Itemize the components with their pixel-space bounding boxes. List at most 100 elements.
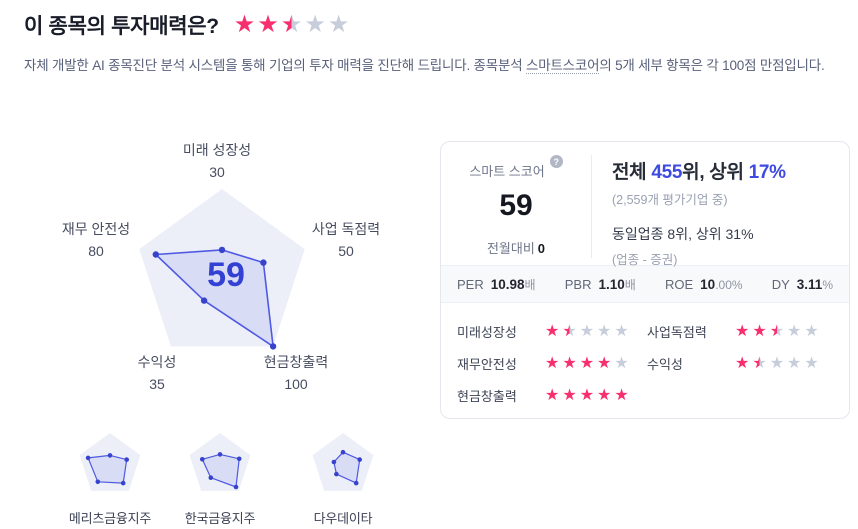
star-icon: ★ [614, 386, 629, 404]
peer-preview-korea-investment[interactable]: 한국금융지주 [165, 432, 275, 527]
metric-pbr: PBR 1.10배 [565, 276, 636, 293]
star-rating: ★ ★ ★ ★ ★ [545, 387, 632, 405]
star-icon: ★ [752, 354, 767, 372]
metric-suffix: % [822, 277, 833, 292]
overall-rank-line: 전체 455위, 상위 17% [612, 157, 849, 184]
axis-label: 미래 성장성 [182, 142, 252, 158]
star-icon: ★ [735, 354, 750, 372]
metric-suffix: 배 [524, 277, 536, 292]
metric-label: PER [457, 276, 484, 292]
metric-suffix: 배 [624, 277, 636, 292]
radar-axis-business-monopoly: 사업 독점력 50 [312, 218, 380, 262]
peer-name[interactable]: 다우데이타 [313, 511, 373, 526]
metric-value: 10 [700, 276, 716, 292]
rank-prefix: 전체 [612, 162, 652, 183]
star-icon: ★ [597, 386, 612, 404]
rating-financial-safety: 재무안전성 ★ ★ ★ ★ ★ [457, 354, 647, 373]
smartscore-term-tooltip[interactable]: 스마트스코어 [526, 58, 600, 74]
peer-preview-meritz[interactable]: 메리츠금융지주 [55, 432, 165, 527]
star-icon: ★ [327, 11, 350, 38]
star-icon: ★ [752, 322, 767, 340]
star-rating: ★ ★ ★ ★ ★ [545, 355, 632, 373]
star-icon: ★ [769, 322, 785, 340]
axis-value: 50 [338, 243, 354, 259]
mom-label: 전월대비 [486, 241, 535, 256]
overall-star-rating: ★★★★★ [234, 13, 352, 37]
mom-value: 0 [537, 241, 546, 256]
star-icon: ★ [735, 322, 750, 340]
radar-axis-financial-safety: 재무 안전성 80 [62, 218, 130, 262]
star-icon: ★ [614, 354, 629, 372]
rating-label: 미래성장성 [457, 325, 517, 340]
peer-name[interactable]: 한국금융지주 [184, 511, 256, 526]
description-text: 자체 개발한 AI 종목진단 분석 시스템을 통해 기업의 투자 매력을 진단해… [24, 54, 825, 74]
page-title: 이 종목의 투자매력은? [24, 15, 219, 38]
axis-value: 100 [284, 376, 308, 392]
svg-text:59: 59 [207, 256, 245, 294]
star-icon: ★ [562, 322, 577, 340]
score-summary-section: 스마트 스코어 ? 59 전월대비 0 전체 455위, 상위 17% (2,55… [441, 142, 849, 267]
star-icon: ★ [579, 322, 595, 340]
peer-name[interactable]: 메리츠금융지주 [68, 511, 152, 526]
metric-roe: ROE 10.00% [665, 277, 743, 292]
radar-axis-cash-generation: 현금창출력 100 [264, 351, 328, 395]
category-ratings-grid: 미래성장성 ★ ★ ★ ★ ★ 사업독점력 ★ ★ ★ ★ ★ 재무안전성 ★ ★ ★ ★ ★ 수익성 … [441, 303, 849, 405]
star-icon: ★ [804, 322, 819, 340]
star-icon: ★ [579, 386, 595, 404]
star-icon: ★ [804, 354, 819, 372]
smartscore-value: 59 [499, 189, 533, 222]
rating-label: 재무안전성 [457, 357, 517, 372]
industry-rank-line: 동일업종 8위, 상위 31% [612, 226, 754, 242]
axis-value: 30 [209, 164, 225, 180]
smartscore-radar-chart: 59 [139, 189, 305, 350]
metric-dy: DY 3.11% [772, 277, 833, 292]
header: 이 종목의 투자매력은? ★★★★★ [24, 10, 351, 40]
rating-profitability: 수익성 ★ ★ ★ ★ ★ [647, 354, 849, 373]
axis-label: 재무 안전성 [61, 221, 131, 237]
radar-chart-peer [79, 433, 141, 491]
star-icon: ★ [562, 354, 577, 372]
smartscore-card: 스마트 스코어 ? 59 전월대비 0 전체 455위, 상위 17% (2,55… [440, 141, 850, 419]
star-icon: ★ [545, 322, 560, 340]
radar-axis-profitability: 수익성 35 [138, 351, 177, 395]
star-icon: ★ [545, 354, 560, 372]
rank-subtext: (2,559개 평가기업 중) [612, 193, 728, 207]
metric-value: 3.11 [796, 276, 823, 292]
description-before: 자체 개발한 AI 종목진단 분석 시스템을 통해 기업의 투자 매력을 진단해… [24, 58, 526, 73]
star-icon: ★ [257, 11, 279, 38]
rating-label: 사업독점력 [647, 325, 707, 340]
valuation-metrics-row: PER 10.98배 PBR 1.10배 ROE 10.00% DY 3.11% [441, 265, 849, 303]
rating-cash-generation: 현금창출력 ★ ★ ★ ★ ★ [457, 386, 647, 405]
radar-chart-peer [312, 433, 374, 491]
star-icon: ★ [280, 11, 303, 38]
rank-mid: 위, 상위 [682, 162, 749, 183]
axis-value: 80 [88, 243, 104, 259]
score-label: 스마트 스코어 [469, 164, 545, 179]
rating-future-growth: 미래성장성 ★ ★ ★ ★ ★ [457, 322, 647, 341]
metric-label: ROE [664, 276, 694, 292]
star-icon: ★ [545, 386, 560, 404]
help-icon[interactable]: ? [549, 155, 563, 168]
month-over-month: 전월대비 0 [487, 238, 545, 257]
metric-label: DY [771, 276, 790, 292]
star-rating: ★ ★ ★ ★ ★ [735, 355, 822, 373]
peer-preview-daou-data[interactable]: 다우데이타 [288, 432, 398, 527]
star-icon: ★ [597, 354, 612, 372]
axis-value: 35 [149, 376, 165, 392]
metric-suffix: .00% [715, 277, 743, 292]
vertical-divider [591, 155, 592, 258]
star-icon: ★ [233, 11, 256, 38]
axis-label: 현금창출력 [263, 354, 329, 370]
axis-label: 수익성 [137, 354, 177, 370]
score-block: 스마트 스코어 ? 59 전월대비 0 [441, 142, 591, 265]
star-icon: ★ [562, 386, 577, 404]
metric-value: 1.10 [598, 276, 625, 292]
star-icon: ★ [787, 322, 802, 340]
star-icon: ★ [304, 11, 326, 38]
star-rating: ★ ★ ★ ★ ★ [545, 323, 632, 341]
metric-label: PBR [564, 276, 592, 292]
star-icon: ★ [787, 354, 802, 372]
star-icon: ★ [579, 354, 595, 372]
axis-label: 사업 독점력 [311, 221, 381, 237]
